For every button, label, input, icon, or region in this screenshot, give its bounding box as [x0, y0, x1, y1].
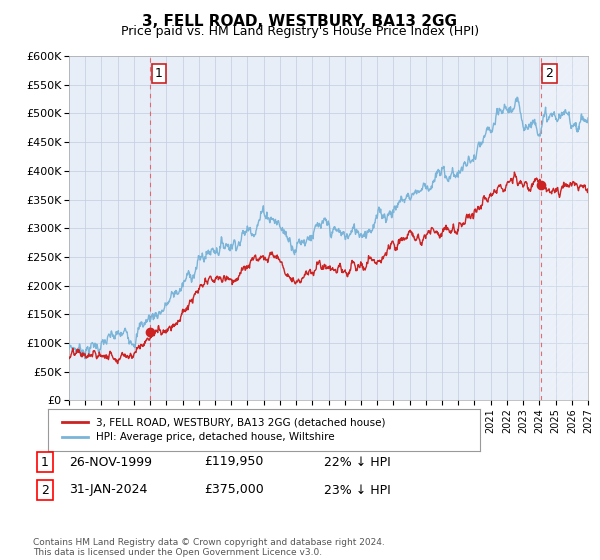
- Text: 31-JAN-2024: 31-JAN-2024: [69, 483, 148, 497]
- Text: 2: 2: [41, 483, 49, 497]
- Text: Contains HM Land Registry data © Crown copyright and database right 2024.
This d: Contains HM Land Registry data © Crown c…: [33, 538, 385, 557]
- Legend: 3, FELL ROAD, WESTBURY, BA13 2GG (detached house), HPI: Average price, detached : 3, FELL ROAD, WESTBURY, BA13 2GG (detach…: [58, 413, 390, 446]
- Text: 1: 1: [41, 455, 49, 469]
- Text: 23% ↓ HPI: 23% ↓ HPI: [324, 483, 391, 497]
- Text: 22% ↓ HPI: 22% ↓ HPI: [324, 455, 391, 469]
- Text: 2: 2: [545, 67, 553, 80]
- Text: 3, FELL ROAD, WESTBURY, BA13 2GG: 3, FELL ROAD, WESTBURY, BA13 2GG: [143, 14, 458, 29]
- Bar: [541, 56, 588, 400]
- Text: 1: 1: [155, 67, 163, 80]
- Text: 26-NOV-1999: 26-NOV-1999: [69, 455, 152, 469]
- Text: Price paid vs. HM Land Registry's House Price Index (HPI): Price paid vs. HM Land Registry's House …: [121, 25, 479, 38]
- Text: £119,950: £119,950: [204, 455, 263, 469]
- Text: £375,000: £375,000: [204, 483, 264, 497]
